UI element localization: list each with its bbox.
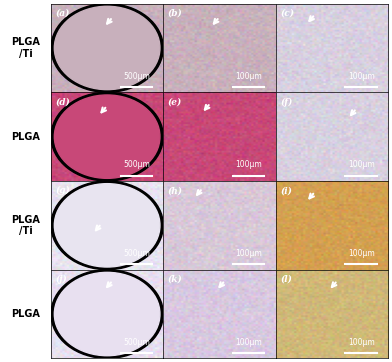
- Text: 100μm: 100μm: [235, 338, 262, 347]
- Text: (a): (a): [55, 9, 70, 18]
- Text: 100μm: 100μm: [235, 72, 262, 81]
- Text: 500μm: 500μm: [123, 249, 150, 258]
- Text: 100μm: 100μm: [348, 249, 374, 258]
- Circle shape: [54, 95, 160, 178]
- Text: 100μm: 100μm: [235, 160, 262, 169]
- Text: PLGA: PLGA: [11, 309, 40, 319]
- Text: PLGA
/Ti: PLGA /Ti: [11, 215, 40, 236]
- Text: 500μm: 500μm: [123, 72, 150, 81]
- Circle shape: [51, 92, 163, 181]
- Text: PLGA: PLGA: [11, 132, 40, 142]
- Circle shape: [51, 4, 163, 92]
- Text: 500μm: 500μm: [123, 160, 150, 169]
- Text: (i): (i): [280, 186, 292, 195]
- Text: 500μm: 500μm: [123, 338, 150, 347]
- Text: (j): (j): [55, 275, 67, 284]
- Text: (c): (c): [280, 9, 294, 18]
- Text: (h): (h): [168, 186, 183, 195]
- Text: (k): (k): [168, 275, 183, 284]
- Circle shape: [54, 184, 160, 267]
- Text: (d): (d): [55, 98, 70, 107]
- Text: (g): (g): [55, 186, 70, 195]
- Text: (l): (l): [280, 275, 292, 284]
- Circle shape: [54, 272, 160, 356]
- Text: 100μm: 100μm: [235, 249, 262, 258]
- Circle shape: [51, 270, 163, 358]
- Text: PLGA
/Ti: PLGA /Ti: [11, 37, 40, 59]
- Text: (e): (e): [168, 98, 182, 107]
- Text: 100μm: 100μm: [348, 72, 374, 81]
- Text: (f): (f): [280, 98, 292, 107]
- Text: (b): (b): [168, 9, 183, 18]
- Circle shape: [54, 6, 160, 90]
- Text: 100μm: 100μm: [348, 338, 374, 347]
- Circle shape: [51, 181, 163, 270]
- Text: 100μm: 100μm: [348, 160, 374, 169]
